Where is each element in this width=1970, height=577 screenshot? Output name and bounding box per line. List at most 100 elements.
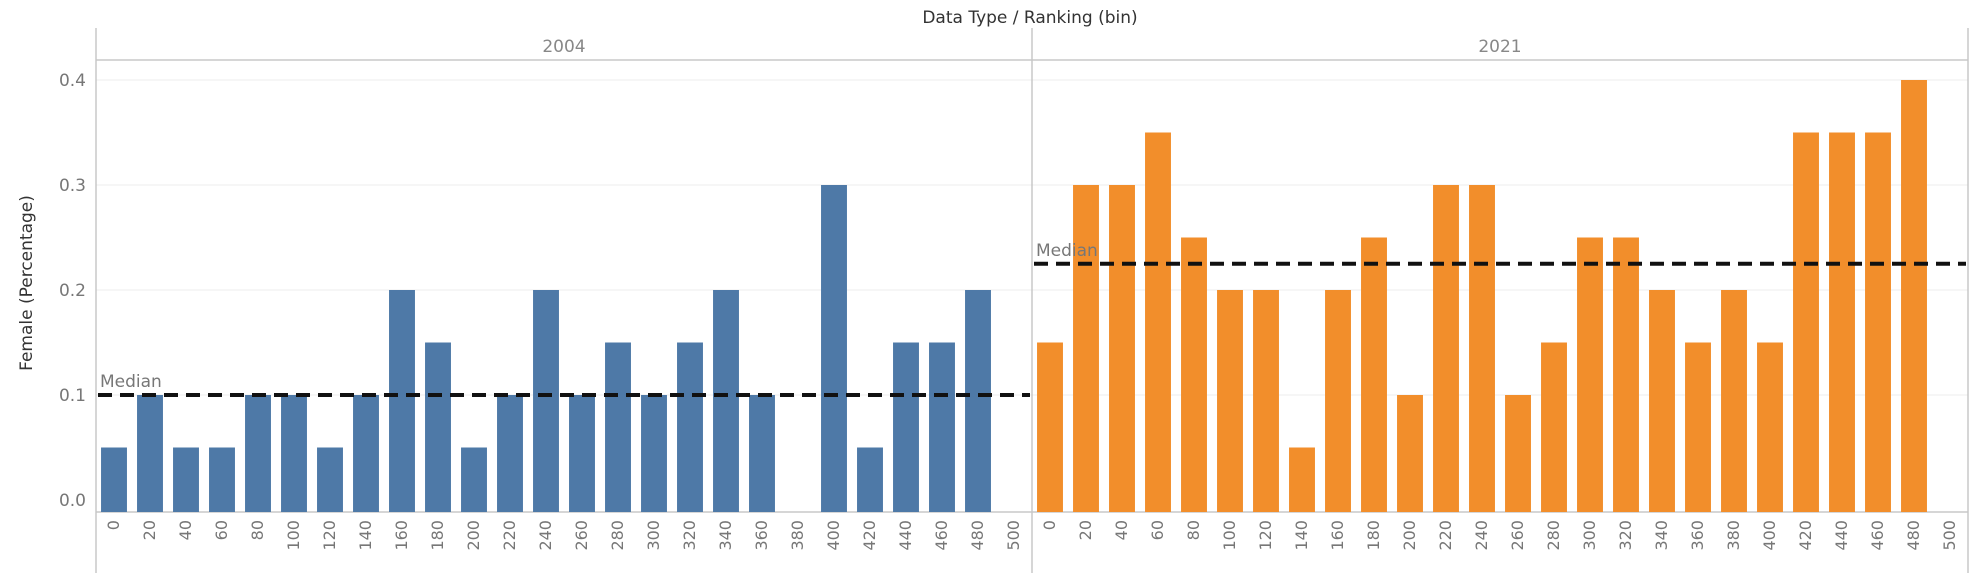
bar <box>1289 447 1315 512</box>
x-tick-label: 100 <box>284 520 303 551</box>
bar <box>1793 132 1819 512</box>
x-tick-label: 400 <box>824 520 843 551</box>
bar <box>137 395 163 512</box>
x-tick-label: 40 <box>176 520 195 540</box>
x-tick-label: 260 <box>1508 520 1527 551</box>
bar <box>1577 237 1603 512</box>
x-tick-label: 20 <box>140 520 159 540</box>
x-tick-label: 500 <box>1004 520 1023 551</box>
bar <box>1217 290 1243 512</box>
bar <box>1829 132 1855 512</box>
bar <box>497 395 523 512</box>
bar <box>533 290 559 512</box>
x-tick-label: 60 <box>212 520 231 540</box>
bar <box>1361 237 1387 512</box>
y-tick-label: 0.1 <box>59 386 86 406</box>
panel-title: 2004 <box>542 37 585 57</box>
y-tick-label: 0.2 <box>59 281 86 301</box>
bar <box>749 395 775 512</box>
bar <box>641 395 667 512</box>
x-tick-label: 220 <box>1436 520 1455 551</box>
chart-title: Data Type / Ranking (bin) <box>922 8 1137 28</box>
y-tick-label: 0.4 <box>59 71 86 91</box>
bar <box>1865 132 1891 512</box>
x-tick-label: 140 <box>1292 520 1311 551</box>
bar <box>1325 290 1351 512</box>
bar <box>1505 395 1531 512</box>
bar <box>821 185 847 512</box>
x-tick-label: 240 <box>536 520 555 551</box>
bar <box>965 290 991 512</box>
bar <box>1613 237 1639 512</box>
x-tick-label: 440 <box>896 520 915 551</box>
bar <box>893 342 919 512</box>
bar <box>1433 185 1459 512</box>
x-tick-label: 440 <box>1832 520 1851 551</box>
x-tick-label: 240 <box>1472 520 1491 551</box>
bar <box>1721 290 1747 512</box>
x-tick-label: 320 <box>680 520 699 551</box>
x-tick-label: 0 <box>1040 520 1059 530</box>
x-tick-label: 360 <box>1688 520 1707 551</box>
bar <box>1541 342 1567 512</box>
x-tick-label: 340 <box>1652 520 1671 551</box>
x-tick-label: 480 <box>1904 520 1923 551</box>
x-tick-label: 200 <box>1400 520 1419 551</box>
x-tick-label: 280 <box>1544 520 1563 551</box>
bar <box>101 447 127 512</box>
bar <box>929 342 955 512</box>
x-tick-label: 420 <box>860 520 879 551</box>
y-tick-label: 0.0 <box>59 491 86 511</box>
bar <box>1073 185 1099 512</box>
bar <box>1469 185 1495 512</box>
x-tick-label: 140 <box>356 520 375 551</box>
bar <box>425 342 451 512</box>
x-tick-label: 340 <box>716 520 735 551</box>
x-tick-label: 160 <box>392 520 411 551</box>
bar <box>713 290 739 512</box>
x-tick-label: 180 <box>1364 520 1383 551</box>
x-tick-label: 60 <box>1148 520 1167 540</box>
panel-title: 2021 <box>1478 37 1521 57</box>
x-tick-label: 120 <box>1256 520 1275 551</box>
bar <box>1181 237 1207 512</box>
bar <box>1649 290 1675 512</box>
x-tick-label: 260 <box>572 520 591 551</box>
bar <box>1757 342 1783 512</box>
x-tick-label: 320 <box>1616 520 1635 551</box>
x-tick-label: 400 <box>1760 520 1779 551</box>
x-tick-label: 0 <box>104 520 123 530</box>
bar <box>173 447 199 512</box>
bar <box>1397 395 1423 512</box>
bar <box>677 342 703 512</box>
x-tick-label: 40 <box>1112 520 1131 540</box>
median-label: Median <box>1036 241 1098 261</box>
x-tick-label: 160 <box>1328 520 1347 551</box>
x-tick-label: 460 <box>1868 520 1887 551</box>
x-tick-label: 220 <box>500 520 519 551</box>
x-tick-label: 200 <box>464 520 483 551</box>
bar <box>245 395 271 512</box>
bar <box>1109 185 1135 512</box>
bar <box>569 395 595 512</box>
x-tick-label: 380 <box>788 520 807 551</box>
bar <box>1253 290 1279 512</box>
panel-2021: 2021 0 20 40 60 80 100 120 140 160 180 200 220 240 260… <box>1031 28 1966 573</box>
bar <box>1037 342 1063 512</box>
bar <box>1901 80 1927 512</box>
bar <box>281 395 307 512</box>
x-tick-label: 20 <box>1076 520 1095 540</box>
x-tick-label: 300 <box>644 520 663 551</box>
x-tick-label: 180 <box>428 520 447 551</box>
bar <box>209 447 235 512</box>
x-tick-label: 80 <box>1184 520 1203 540</box>
median-label: Median <box>100 372 162 392</box>
bar <box>389 290 415 512</box>
x-tick-label: 380 <box>1724 520 1743 551</box>
x-tick-label: 300 <box>1580 520 1599 551</box>
x-tick-label: 480 <box>968 520 987 551</box>
panel-2004: 2004 0 20 40 60 80 100 120 140 160 180 200 220 240 260… <box>98 37 1030 551</box>
